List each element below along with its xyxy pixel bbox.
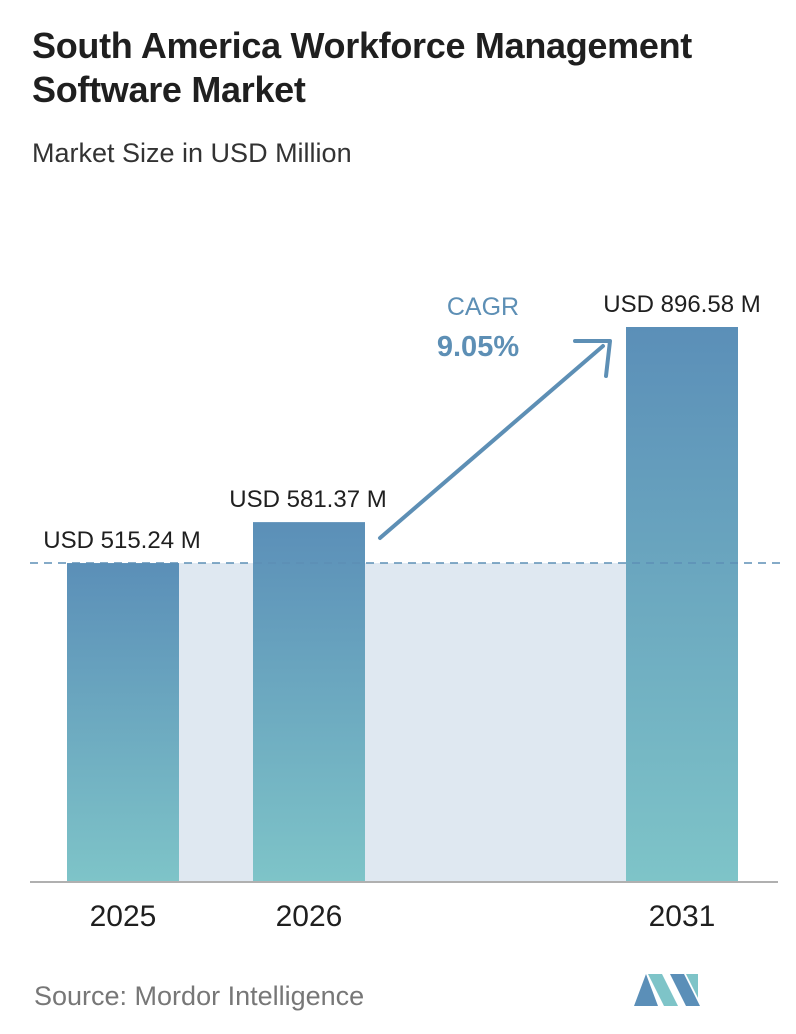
x-tick-2031: 2031 xyxy=(649,900,716,933)
bar-2025 xyxy=(67,563,179,882)
source-credit: Source: Mordor Intelligence xyxy=(34,981,365,1011)
value-label-2026: USD 581.37 M xyxy=(229,486,386,513)
chart-title: South America Workforce Management Softw… xyxy=(32,25,692,110)
value-label-2025: USD 515.24 M xyxy=(43,527,200,554)
cagr-label: CAGR xyxy=(447,293,519,321)
x-tick-2025: 2025 xyxy=(90,900,157,933)
value-label-2031: USD 896.58 M xyxy=(603,291,760,318)
bar-chart: CAGR 9.05% USD 515.24 M 2025 USD 581.37 M 2… xyxy=(30,291,780,933)
bar-2026 xyxy=(253,522,365,882)
mordor-intelligence-logo xyxy=(634,974,700,1006)
chart-subtitle: Market Size in USD Million xyxy=(32,138,352,168)
bar-2031 xyxy=(626,327,738,882)
x-tick-2026: 2026 xyxy=(276,900,343,933)
cagr-value: 9.05% xyxy=(437,331,519,363)
cagr-arrow xyxy=(378,339,612,540)
